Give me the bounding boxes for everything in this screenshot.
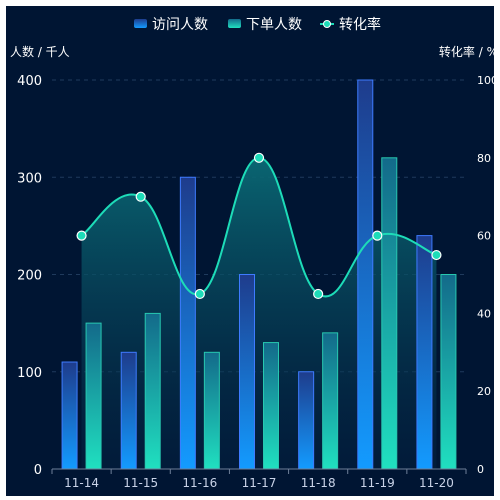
bar-swatch-icon [228,19,241,28]
y-axis-title-left: 人数 / 千人 [10,44,70,59]
bar-visits [298,371,315,470]
y-tick-label-right: 60 [477,230,491,243]
y-tick-label-left: 0 [34,463,42,478]
conversion-point [194,288,205,300]
y-tick-label-right: 80 [477,152,491,165]
legend-label-visits: 访问人数 [152,17,208,33]
conversion-point [372,230,383,241]
y-tick-label-left: 400 [17,74,42,89]
bar-visits [416,235,433,470]
x-tick-label: 11-19 [360,476,395,490]
bar-visits [179,176,196,470]
x-tick-label: 11-16 [182,476,217,490]
bar-orders [263,342,279,470]
bars [61,79,457,470]
conversion-point [135,191,146,202]
y-tick-label-right: 20 [477,385,491,398]
legend-item-orders[interactable]: 下单人数 [228,17,302,33]
y-tick-label-left: 200 [17,269,42,284]
y-tick-label-left: 300 [17,171,42,186]
x-tick-label: 11-18 [301,476,336,490]
conversion-area [81,157,437,470]
conversion-point [431,249,442,261]
legend: 访问人数 下单人数 转化率 [134,16,381,33]
y-tick-label-right: 40 [477,307,491,320]
bar-orders [203,351,220,470]
x-tick-label: 11-17 [242,476,277,490]
bar-orders [440,274,457,470]
bar-swatch-icon [134,19,147,28]
x-tick-label: 11-15 [123,476,158,490]
legend-label-conversion: 转化率 [339,16,381,33]
y-tick-label-right: 0 [477,463,484,476]
bar-orders [85,322,102,470]
conversion-point [76,230,87,241]
bar-orders [144,312,161,470]
conversion-line-layer [76,152,442,300]
bar-orders [322,332,339,470]
y-axis-title-right: 转化率 / % [439,44,498,59]
conversion-area-fill [81,157,437,470]
bar-visits [120,351,137,470]
bar-visits [357,79,374,470]
legend-label-orders: 下单人数 [246,17,302,33]
conversion-point [253,152,265,163]
y-tick-label-left: 100 [17,366,42,381]
bar-visits [61,361,78,470]
bar-orders [381,157,398,470]
bar-visits [239,274,255,470]
axes: 0 100 200 300 400 0 20 40 60 80 100 11-14 11-15 11-16… [17,74,498,490]
line-marker-dot-icon [323,20,331,28]
conversion-point [313,288,324,300]
y-tick-label-right: 100 [477,74,498,87]
x-tick-label: 11-20 [419,476,454,490]
legend-item-conversion[interactable]: 转化率 [320,16,381,33]
legend-item-visits[interactable]: 访问人数 [134,17,208,33]
x-tick-label: 11-14 [64,476,99,490]
